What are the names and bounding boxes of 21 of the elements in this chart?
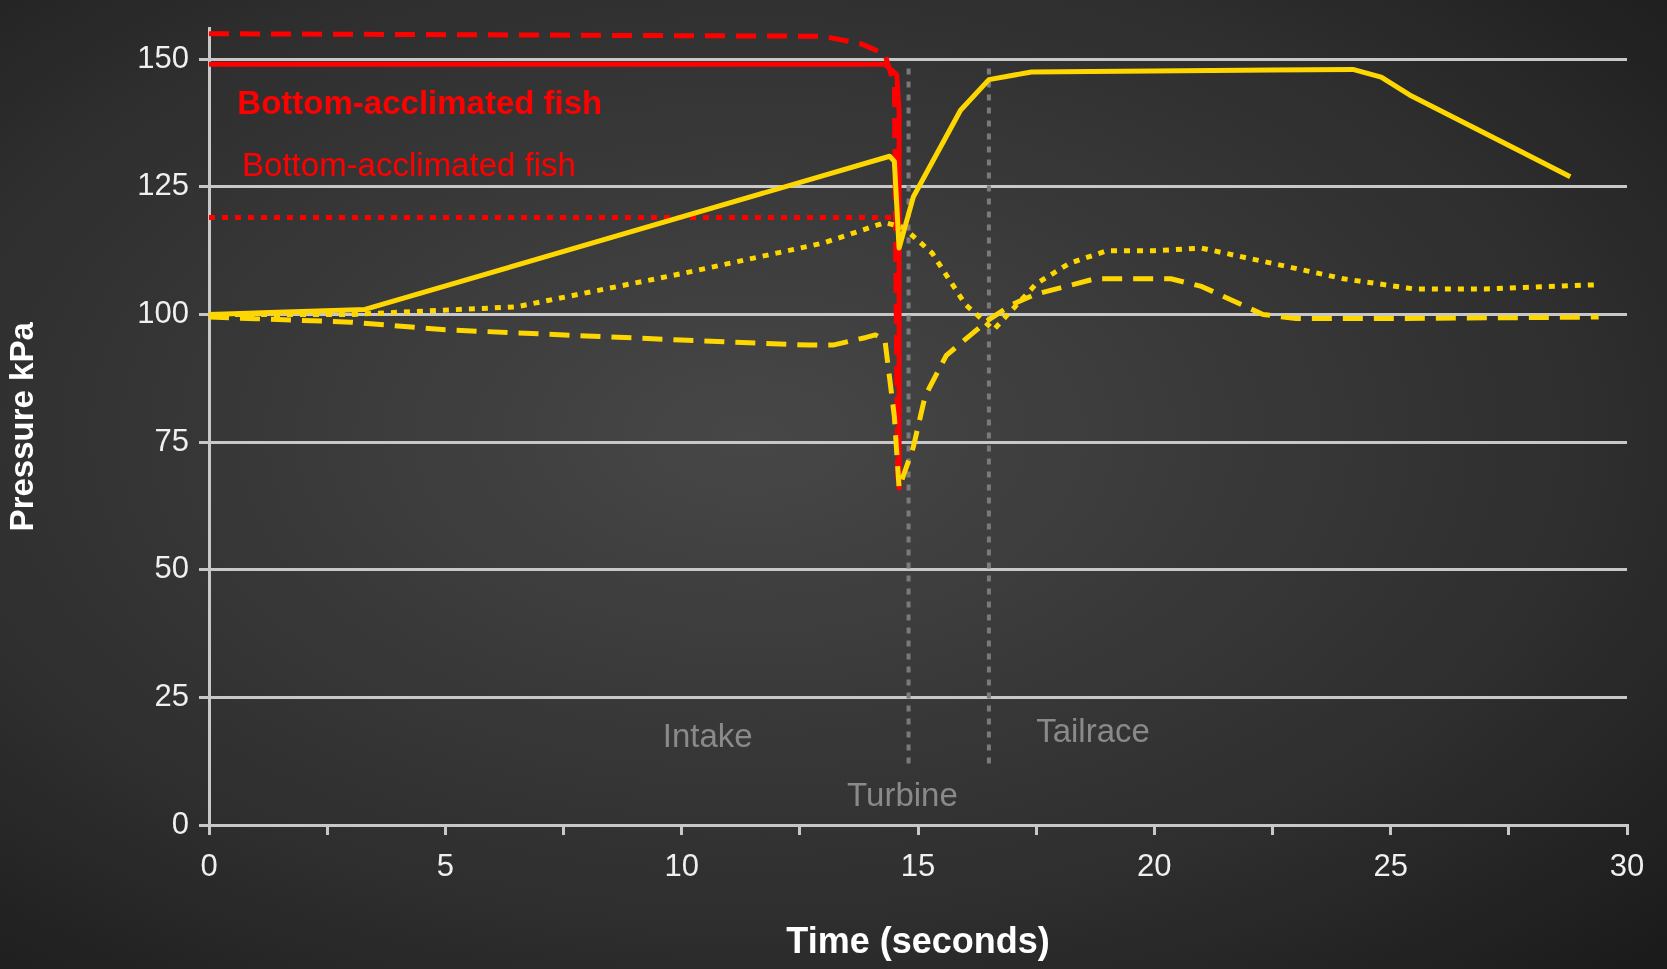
- y-tick-label: 150: [137, 39, 189, 75]
- y-tick-label: 50: [154, 550, 189, 586]
- annotation: Turbine: [847, 776, 958, 814]
- x-tick-label: 10: [664, 848, 699, 884]
- x-tick-label: 0: [200, 848, 218, 884]
- y-tick-label: 0: [171, 805, 189, 841]
- x-tick-label: 5: [436, 848, 454, 884]
- x-tick-label: 30: [1609, 848, 1645, 884]
- x-tick-label: 25: [1373, 848, 1408, 884]
- y-tick-label: 75: [154, 422, 189, 458]
- y-axis-title: Pressure kPa: [2, 321, 40, 532]
- y-tick-label: 100: [137, 295, 189, 331]
- x-tick-label: 20: [1137, 848, 1172, 884]
- annotation: Bottom-acclimated fish: [237, 84, 603, 122]
- y-tick-label: 25: [154, 677, 189, 713]
- x-axis-title: Time (seconds): [786, 920, 1050, 962]
- annotation: Bottom-acclimated fish: [242, 145, 576, 183]
- x-tick-label: 15: [900, 848, 936, 884]
- annotation: Tailrace: [1036, 712, 1150, 750]
- y-tick-label: 125: [137, 167, 189, 203]
- annotation: Intake: [662, 717, 753, 755]
